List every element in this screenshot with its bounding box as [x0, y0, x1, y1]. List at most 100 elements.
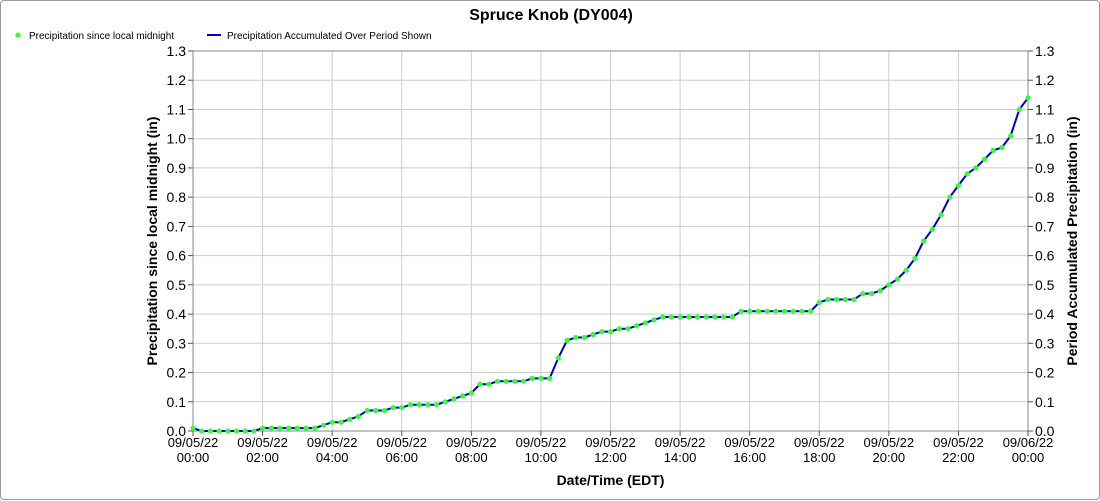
precip-point	[651, 317, 657, 323]
y-tick-label-left: 1.3	[167, 43, 187, 59]
precip-point	[868, 291, 875, 297]
x-tick-label-date: 09/05/22	[724, 435, 775, 450]
x-tick-label-time: 16:00	[733, 450, 766, 465]
precip-point	[260, 425, 266, 431]
precip-point	[755, 308, 762, 314]
y-tick-label-left: 0.0	[167, 423, 187, 439]
precip-point	[1025, 95, 1031, 101]
precip-point	[712, 314, 718, 320]
precip-point	[520, 378, 527, 384]
precip-point	[929, 226, 935, 232]
y-tick-label-right: 0.0	[1035, 423, 1055, 439]
precip-point	[329, 419, 335, 425]
precip-point	[416, 402, 422, 408]
precip-point	[816, 299, 822, 305]
precip-point	[1016, 106, 1022, 113]
precip-point	[407, 402, 413, 408]
precip-point	[877, 288, 883, 294]
precip-point	[894, 276, 901, 282]
precip-point	[364, 407, 370, 414]
precip-point	[599, 329, 605, 335]
y-tick-label-left: 1.1	[167, 101, 187, 117]
precip-point	[912, 255, 918, 262]
precip-point	[694, 314, 701, 320]
precip-point	[199, 428, 205, 434]
x-tick-label-time: 00:00	[1012, 450, 1045, 465]
precip-point	[190, 425, 196, 431]
y-tick-label-right: 0.8	[1035, 189, 1055, 205]
precip-point	[642, 320, 648, 326]
precip-point	[547, 375, 553, 381]
precip-point	[251, 428, 257, 434]
chart-title: Spruce Knob (DY004)	[469, 7, 633, 24]
precip-point	[990, 147, 996, 153]
y-tick-label-right: 0.5	[1035, 277, 1055, 293]
y-tick-label-left: 0.5	[167, 277, 187, 293]
y-tick-label-left: 1.0	[167, 131, 187, 147]
precip-point	[486, 381, 492, 387]
legend-marker-green	[15, 32, 21, 38]
precip-point	[834, 296, 840, 303]
y-tick-label-right: 1.3	[1035, 43, 1055, 59]
x-tick-label-time: 12:00	[594, 450, 627, 465]
precip-point	[842, 296, 848, 303]
y-tick-label-left: 0.1	[167, 394, 187, 410]
y-tick-label-left: 0.9	[167, 160, 187, 176]
precip-point	[607, 329, 614, 335]
precip-point	[555, 355, 561, 361]
y-tick-label-right: 0.1	[1035, 394, 1055, 410]
x-tick-label-time: 10:00	[525, 450, 558, 465]
x-tick-label-time: 20:00	[873, 450, 906, 465]
precip-point	[460, 393, 466, 399]
precip-point	[347, 416, 353, 422]
y-tick-label-right: 1.2	[1035, 72, 1055, 88]
x-axis-title: Date/Time (EDT)	[557, 472, 665, 488]
x-tick-label-date: 09/05/22	[864, 435, 915, 450]
y-tick-label-right: 0.6	[1035, 248, 1055, 264]
y-tick-label-right: 1.1	[1035, 101, 1055, 117]
precip-point	[581, 334, 588, 341]
precip-point	[781, 308, 788, 314]
precip-point	[660, 314, 666, 320]
y-tick-label-left: 0.8	[167, 189, 187, 205]
precip-point	[886, 282, 892, 288]
x-tick-label-time: 08:00	[455, 450, 488, 465]
y-tick-label-left: 0.6	[167, 248, 187, 264]
y-tick-label-left: 0.7	[167, 218, 187, 234]
legend: Precipitation since local midnight Preci…	[15, 31, 432, 42]
y-tick-label-left: 0.2	[167, 365, 187, 381]
precip-point	[503, 378, 509, 384]
precip-point	[973, 165, 979, 171]
y-tick-label-right: 0.4	[1035, 306, 1055, 322]
precip-point	[216, 428, 222, 434]
x-tick-label-time: 18:00	[803, 450, 836, 465]
precip-point	[529, 375, 535, 381]
y-tick-label-left: 0.3	[167, 335, 187, 351]
precip-point	[677, 314, 683, 320]
y-tick-label-right: 0.3	[1035, 335, 1055, 351]
precip-point	[938, 212, 944, 218]
precip-point	[851, 296, 857, 303]
precip-point	[616, 326, 622, 332]
precip-point	[373, 407, 379, 414]
precip-point	[860, 291, 866, 297]
precip-point	[390, 405, 396, 411]
x-tick-label-date: 09/05/22	[933, 435, 984, 450]
precip-point	[355, 413, 361, 419]
y-tick-label-left: 0.4	[167, 306, 187, 322]
precip-point	[242, 428, 248, 434]
precip-point	[451, 396, 457, 402]
precip-point	[225, 428, 231, 434]
precip-point	[468, 390, 474, 396]
precip-point	[790, 308, 796, 314]
y-tick-label-right: 0.9	[1035, 160, 1055, 176]
precip-point	[947, 194, 953, 200]
precip-point	[729, 314, 735, 320]
precip-point	[381, 407, 387, 414]
precip-point	[286, 425, 292, 431]
precip-point	[625, 326, 631, 332]
x-tick-label-date: 09/05/22	[307, 435, 358, 450]
precip-point	[512, 378, 518, 384]
precip-point	[477, 381, 483, 387]
